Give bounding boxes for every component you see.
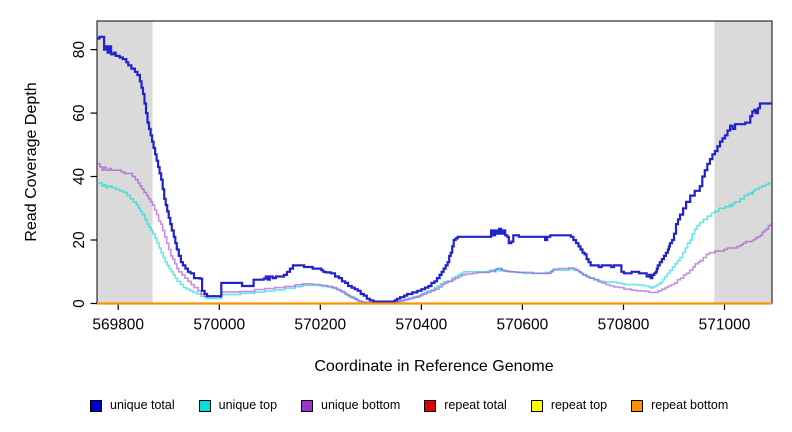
y-tick-label: 80 (71, 41, 88, 59)
legend-label: repeat total (444, 398, 507, 412)
plot-box (96, 20, 773, 305)
y-axis-title: Read Coverage Depth (23, 82, 40, 241)
x-tick-label: 570000 (193, 317, 245, 334)
legend-item-repeat-top: repeat top (530, 398, 608, 412)
legend-swatch-icon (198, 399, 211, 412)
legend-label: repeat top (550, 398, 608, 412)
series-unique-total (97, 35, 772, 303)
y-tick-label: 0 (71, 299, 88, 308)
legend-item-unique-bottom: unique bottom (301, 399, 400, 412)
legend-swatch-icon (90, 399, 102, 412)
x-tick-label: 569800 (92, 317, 144, 334)
legend-label: unique bottom (321, 398, 401, 412)
legend-item-repeat-total: repeat total (424, 399, 507, 412)
series-unique-top (97, 182, 772, 304)
x-axis-title: Coordinate in Reference Genome (314, 358, 553, 375)
x-tick-label: 570200 (294, 317, 346, 334)
legend-label: unique total (110, 398, 175, 412)
x-tick-label: 571000 (699, 317, 751, 334)
y-tick-label: 60 (71, 104, 88, 122)
legend-swatch-icon (424, 399, 437, 412)
legend-swatch-icon (631, 399, 644, 412)
legend-swatch-icon (301, 399, 314, 412)
chart-legend: unique total unique top unique bottom repea… (90, 399, 728, 412)
repeat-region-right-shading (714, 21, 772, 304)
legend-label: repeat bottom (651, 398, 729, 412)
x-tick-label: 570600 (497, 317, 549, 334)
y-tick-label: 20 (71, 231, 88, 249)
legend-label: unique top (218, 398, 278, 412)
repeat-region-left-shading (97, 21, 153, 304)
legend-swatch-icon (530, 399, 543, 412)
series-unique-bottom (97, 163, 773, 303)
y-tick-label: 40 (71, 168, 88, 186)
legend-item-repeat-bottom: repeat bottom (631, 399, 728, 412)
x-tick-label: 570800 (598, 317, 650, 334)
x-tick-label: 570400 (396, 317, 448, 334)
legend-item-unique-top: unique top (198, 398, 278, 412)
plot-area: 0 20 40 60 80 569800 570000 570200 570400 570600 5… (71, 20, 773, 334)
legend-item-unique-total: unique total (90, 399, 175, 412)
